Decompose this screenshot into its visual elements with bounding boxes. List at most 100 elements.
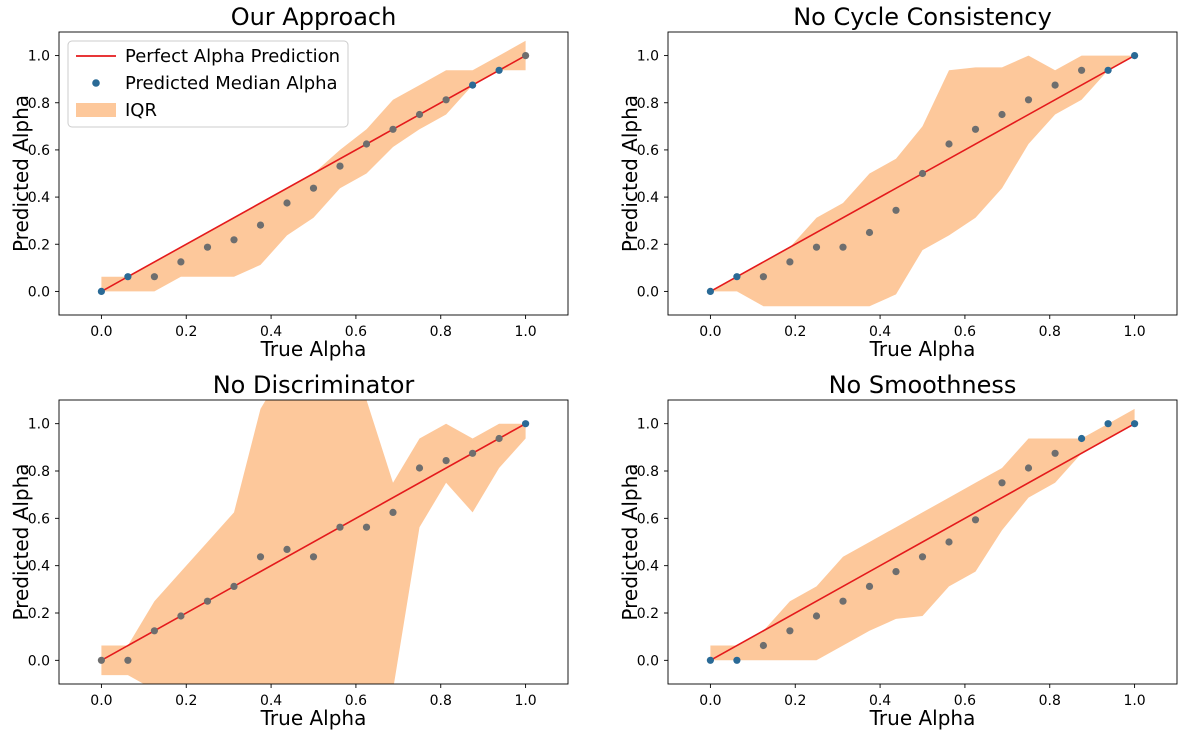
- y-tick-label: 1.0: [637, 417, 659, 433]
- median-point: [97, 287, 105, 295]
- x-tick-label: 0.8: [1039, 324, 1061, 340]
- perfect-alpha-line: [101, 54, 526, 293]
- median-point: [442, 457, 450, 465]
- y-tick-label: 0.6: [637, 511, 659, 527]
- median-point: [918, 553, 927, 561]
- x-tick-label: 0.4: [260, 693, 282, 709]
- median-point: [230, 582, 238, 591]
- axes-frame: [667, 399, 1178, 685]
- y-axis-label: Predicted Alpha: [9, 463, 33, 620]
- median-point: [150, 627, 158, 635]
- iqr-band: [101, 40, 526, 292]
- median-point: [97, 656, 105, 664]
- y-tick-label: 0.0: [28, 284, 50, 300]
- median-point: [256, 553, 265, 561]
- median-point: [362, 523, 371, 531]
- plot-content: [706, 52, 1139, 307]
- x-axis-label: True Alpha: [869, 337, 976, 361]
- y-tick-label: 0.6: [28, 143, 50, 159]
- subplot-3: 0.0 0.2 0.4 0.6 0.8 1.0 0.0 0.2 0.4 0.6 0.8 1.0 No D…: [9, 371, 569, 730]
- median-point: [495, 66, 503, 74]
- x-tick-label: 0.6: [954, 693, 976, 709]
- x-tick-label: 0.6: [954, 324, 976, 340]
- median-point: [283, 545, 291, 554]
- y-tick-label: 0.0: [637, 653, 659, 669]
- median-point: [336, 162, 344, 170]
- median-point: [415, 110, 424, 119]
- median-point: [1078, 434, 1086, 443]
- y-axis-label: Predicted Alpha: [618, 95, 642, 252]
- x-tick-label: 1.0: [514, 324, 536, 340]
- median-point: [971, 516, 980, 524]
- x-tick-label: 0.4: [260, 324, 282, 340]
- median-point: [786, 258, 794, 266]
- subplot-1: 0.0 0.2 0.4 0.6 0.8 1.0 0.0 0.2 0.4 0.6 0.8 1.0 Our …: [9, 3, 569, 361]
- chart-title: No Discriminator: [213, 371, 415, 399]
- median-point: [759, 273, 768, 281]
- y-tick-label: 0.6: [28, 511, 50, 527]
- median-point: [495, 434, 503, 443]
- median-point: [124, 656, 132, 664]
- chart-title: No Cycle Consistency: [793, 3, 1052, 31]
- x-axis-label: True Alpha: [869, 706, 976, 730]
- legend-label: Predicted Median Alpha: [125, 73, 338, 94]
- legend: Perfect Alpha Prediction Predicted Median…: [67, 40, 349, 128]
- y-axis-label: Predicted Alpha: [9, 95, 33, 252]
- median-point: [1051, 81, 1059, 89]
- median-point: [389, 508, 397, 516]
- median-point: [442, 96, 450, 104]
- median-point: [706, 656, 715, 664]
- x-tick-label: 0.4: [869, 324, 891, 340]
- x-tick-label: 1.0: [1123, 324, 1145, 340]
- legend-point-swatch: [92, 79, 100, 87]
- median-point: [892, 568, 900, 576]
- y-tick-label: 0.8: [28, 96, 50, 112]
- median-point: [309, 553, 318, 561]
- median-point: [283, 199, 291, 207]
- median-point: [945, 538, 953, 546]
- median-point: [469, 449, 477, 457]
- y-tick-label: 0.8: [637, 96, 659, 112]
- median-point: [124, 273, 132, 281]
- x-tick-label: 0.4: [869, 693, 891, 709]
- y-tick-label: 0.4: [637, 190, 659, 206]
- median-point: [839, 597, 847, 605]
- median-point: [203, 243, 212, 251]
- plot-content: [706, 408, 1139, 664]
- y-tick-label: 1.0: [637, 49, 659, 65]
- median-point: [1131, 420, 1139, 428]
- chart-title: No Smoothness: [829, 371, 1017, 399]
- y-tick-label: 0.8: [637, 464, 659, 480]
- chart-title: Our Approach: [231, 3, 397, 31]
- median-point: [1104, 420, 1112, 428]
- legend-fill-swatch: [76, 103, 116, 117]
- median-point: [1078, 66, 1086, 74]
- x-tick-label: 0.6: [345, 324, 367, 340]
- y-tick-label: 0.2: [28, 237, 50, 253]
- median-point: [812, 612, 821, 620]
- x-tick-label: 0.8: [430, 324, 452, 340]
- y-tick-label: 0.2: [637, 237, 659, 253]
- median-point: [865, 228, 874, 237]
- median-point: [733, 656, 741, 664]
- y-tick-label: 0.6: [637, 143, 659, 159]
- x-tick-label: 1.0: [514, 693, 536, 709]
- median-point: [389, 125, 397, 133]
- median-point: [1104, 66, 1112, 74]
- y-tick-label: 1.0: [28, 49, 50, 65]
- x-tick-label: 1.0: [1123, 693, 1145, 709]
- median-point: [945, 140, 953, 148]
- y-tick-label: 0.4: [28, 190, 50, 206]
- y-tick-label: 0.4: [28, 559, 50, 575]
- axes-frame: [667, 31, 1178, 316]
- x-tick-label: 0.0: [699, 693, 721, 709]
- plot-content: [97, 400, 530, 684]
- iqr-band: [710, 408, 1135, 661]
- y-tick-label: 0.8: [28, 464, 50, 480]
- median-point: [256, 221, 265, 229]
- x-axis-label: True Alpha: [260, 706, 367, 730]
- median-point: [706, 287, 715, 295]
- median-point: [1131, 52, 1139, 60]
- x-tick-label: 0.2: [175, 693, 197, 709]
